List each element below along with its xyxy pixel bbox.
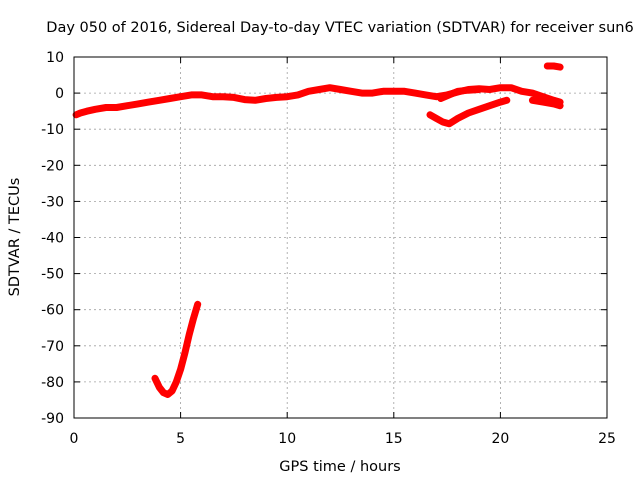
data-point-main-trace xyxy=(77,109,84,116)
data-point-main-trace xyxy=(486,86,493,93)
data-point-dip-trace xyxy=(186,331,193,338)
data-point-main-trace xyxy=(348,88,355,95)
data-point-dip-trace xyxy=(190,315,197,322)
y-tick-label: -60 xyxy=(41,303,64,319)
data-point-main-trace xyxy=(305,88,312,95)
x-tick-label: 10 xyxy=(278,431,296,447)
series-lower-branch xyxy=(426,96,511,128)
tick-layer: 10 0 -10 -20 -30 -40 -50 -60 -70 -80 -90 0 5 10 15 20 25 xyxy=(41,50,616,447)
data-point-high-segment xyxy=(557,64,564,71)
data-point-dip-trace xyxy=(177,366,184,373)
data-point-late-segment xyxy=(550,100,557,107)
data-point-main-trace xyxy=(326,84,333,91)
data-point-main-trace xyxy=(241,96,248,103)
data-point-late-segment xyxy=(557,102,564,109)
data-point-lower-branch xyxy=(439,118,446,125)
x-axis-label: GPS time / hours xyxy=(279,459,400,475)
data-point-lower-branch xyxy=(486,102,493,109)
data-point-main-trace xyxy=(380,88,387,95)
data-point-main-trace xyxy=(422,91,429,98)
data-point-main-trace xyxy=(390,88,397,95)
y-tick-label: -30 xyxy=(41,194,64,210)
data-point-late-segment xyxy=(529,97,536,104)
data-point-upper-branch xyxy=(465,87,472,94)
y-tick-label: 0 xyxy=(55,86,64,102)
data-point-main-trace xyxy=(497,84,504,91)
data-point-main-trace xyxy=(284,93,291,100)
data-point-main-trace xyxy=(134,100,141,107)
x-tick-label: 15 xyxy=(385,431,403,447)
x-tick-label: 0 xyxy=(70,431,79,447)
data-point-main-trace xyxy=(369,90,376,97)
data-point-dip-trace xyxy=(152,375,159,382)
data-point-main-trace xyxy=(508,84,515,91)
data-point-main-trace xyxy=(358,90,365,97)
data-point-lower-branch xyxy=(446,120,453,127)
y-tick-label: -80 xyxy=(41,375,64,391)
x-tick-label: 20 xyxy=(491,431,509,447)
data-point-main-trace xyxy=(401,88,408,95)
y-tick-label: -10 xyxy=(41,122,64,138)
data-point-main-trace xyxy=(113,104,120,111)
data-point-lower-branch xyxy=(427,111,434,118)
grid-layer xyxy=(74,57,607,418)
data-point-main-trace xyxy=(198,91,205,98)
data-point-main-trace xyxy=(177,93,184,100)
y-axis-label: SDTVAR / TECUs xyxy=(7,178,23,297)
data-point-lower-branch xyxy=(503,97,510,104)
series-layer xyxy=(72,62,564,398)
data-point-lower-branch xyxy=(465,109,472,116)
x-tick-label: 5 xyxy=(176,431,185,447)
data-point-main-trace xyxy=(273,94,280,101)
data-point-dip-trace xyxy=(181,350,188,357)
y-tick-label: -40 xyxy=(41,231,64,247)
data-point-late-segment xyxy=(540,99,547,106)
data-point-main-trace xyxy=(102,104,109,111)
data-point-dip-trace xyxy=(156,384,163,391)
y-tick-label: -20 xyxy=(41,158,64,174)
data-point-main-trace xyxy=(294,91,301,98)
data-point-lower-branch xyxy=(497,99,504,106)
plot-frame xyxy=(73,56,608,419)
data-point-lower-branch xyxy=(476,106,483,113)
chart-title: Day 050 of 2016, Sidereal Day-to-day VTE… xyxy=(46,20,633,36)
data-point-main-trace xyxy=(83,108,90,115)
data-point-main-trace xyxy=(230,94,237,101)
data-point-upper-branch xyxy=(446,91,453,98)
data-point-main-trace xyxy=(92,106,99,113)
y-tick-label: -50 xyxy=(41,267,64,283)
data-point-upper-branch xyxy=(476,86,483,93)
data-point-lower-branch xyxy=(454,115,461,122)
data-point-dip-trace xyxy=(173,378,180,385)
data-point-upper-branch xyxy=(454,88,461,95)
data-point-high-segment xyxy=(544,63,551,70)
y-tick-label: -90 xyxy=(41,411,64,427)
data-point-high-segment xyxy=(550,63,557,70)
data-point-main-trace xyxy=(529,90,536,97)
data-point-dip-trace xyxy=(169,387,176,394)
data-point-main-trace xyxy=(220,93,227,100)
y-tick-label: -70 xyxy=(41,339,64,355)
data-point-main-trace xyxy=(262,95,269,102)
data-point-main-trace xyxy=(124,102,131,109)
x-tick-label: 25 xyxy=(598,431,616,447)
data-point-main-trace xyxy=(166,95,173,102)
data-point-main-trace xyxy=(209,93,216,100)
data-point-main-trace xyxy=(156,97,163,104)
series-late-segment xyxy=(528,96,564,110)
data-point-main-trace xyxy=(412,90,419,97)
y-tick-label: 10 xyxy=(46,50,64,66)
data-point-main-trace xyxy=(145,99,152,106)
data-point-main-trace xyxy=(252,97,259,104)
data-point-main-trace xyxy=(188,91,195,98)
data-point-dip-trace xyxy=(194,301,201,308)
data-point-main-trace xyxy=(316,86,323,93)
data-point-main-trace xyxy=(540,93,547,100)
data-point-lower-branch xyxy=(433,115,440,122)
data-point-upper-branch xyxy=(437,95,444,102)
data-point-main-trace xyxy=(337,86,344,93)
data-point-main-trace xyxy=(518,88,525,95)
data-point-dip-trace xyxy=(164,391,171,398)
